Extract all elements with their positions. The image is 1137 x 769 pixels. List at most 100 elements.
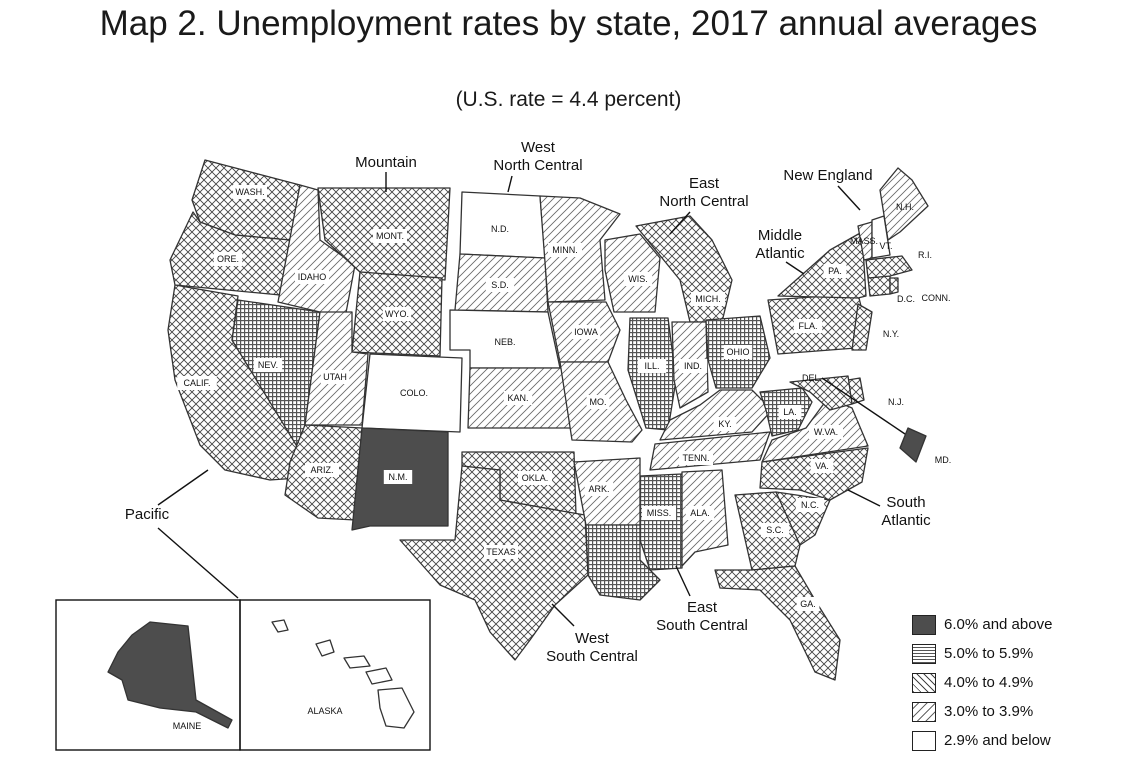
state-label: MASS. xyxy=(850,236,878,246)
state-label: OKLA. xyxy=(518,471,552,485)
svg-text:ILL.: ILL. xyxy=(644,361,659,371)
state-label: S.D. xyxy=(485,278,515,292)
svg-text:LA.: LA. xyxy=(783,407,797,417)
state-fla xyxy=(714,565,841,681)
state-label: N.D. xyxy=(485,222,515,236)
region-east-south-central-line2: South Central xyxy=(656,617,748,634)
region-east-north-central-line1: East xyxy=(689,175,720,192)
legend: 6.0% and above 5.0% to 5.9% 4.0% to 4.9%… xyxy=(912,610,1132,755)
state-ky xyxy=(659,389,773,441)
legend-item: 3.0% to 3.9% xyxy=(912,697,1132,726)
legend-item: 2.9% and below xyxy=(912,726,1132,755)
legend-label: 3.0% to 3.9% xyxy=(944,703,1034,720)
state-label: VA. xyxy=(810,459,834,473)
region-west-south-central-line1: West xyxy=(575,630,610,647)
svg-text:MISS.: MISS. xyxy=(647,508,672,518)
svg-text:PA.: PA. xyxy=(828,266,842,276)
region-west-north-central-line2: North Central xyxy=(493,157,582,174)
svg-text:FLA.: FLA. xyxy=(798,321,817,331)
legend-item: 6.0% and above xyxy=(912,610,1132,639)
state-label: ARK. xyxy=(584,482,614,496)
svg-text:OKLA.: OKLA. xyxy=(522,473,549,483)
state-label: MISS. xyxy=(642,506,676,520)
svg-text:N.D.: N.D. xyxy=(491,224,509,234)
svg-text:TENN.: TENN. xyxy=(683,453,710,463)
svg-text:ALASKA: ALASKA xyxy=(307,706,342,716)
legend-label: 6.0% and above xyxy=(944,616,1053,633)
state-label: W.VA. xyxy=(809,425,843,439)
state-label: MICH. xyxy=(691,292,725,306)
state-label: MONT. xyxy=(373,229,407,243)
state-label: N.Y. xyxy=(876,327,906,341)
svg-text:VA.: VA. xyxy=(815,461,829,471)
legend-swatch xyxy=(912,730,936,751)
state-label: MINN. xyxy=(548,243,582,257)
svg-text:VT.: VT. xyxy=(879,241,892,251)
map-subtitle: (U.S. rate = 4.4 percent) xyxy=(455,88,682,111)
state-md xyxy=(789,375,853,411)
svg-text:CALIF.: CALIF. xyxy=(183,378,210,388)
region-middle-atlantic-line2: Atlantic xyxy=(755,245,805,262)
legend-item: 4.0% to 4.9% xyxy=(912,668,1132,697)
svg-text:W.VA.: W.VA. xyxy=(814,427,838,437)
svg-text:WASH.: WASH. xyxy=(235,187,264,197)
state-ill xyxy=(627,317,677,431)
region-new-england: New England xyxy=(783,167,872,184)
state-miss xyxy=(639,473,683,571)
svg-text:MD.: MD. xyxy=(935,455,952,465)
state-label: KAN. xyxy=(503,391,533,405)
svg-text:IND.: IND. xyxy=(684,361,702,371)
legend-item: 5.0% to 5.9% xyxy=(912,639,1132,668)
region-pacific: Pacific xyxy=(125,506,170,523)
svg-text:MINN.: MINN. xyxy=(552,245,578,255)
svg-text:MONT.: MONT. xyxy=(376,231,404,241)
region-east-south-central-line1: East xyxy=(687,599,718,616)
map-title: Map 2. Unemployment rates by state, 2017… xyxy=(99,4,1038,43)
svg-text:MO.: MO. xyxy=(590,397,607,407)
region-west-north-central-line1: West xyxy=(521,139,556,156)
state-label: R.I. xyxy=(918,250,932,260)
state-label: N.M. xyxy=(383,470,413,484)
svg-text:MICH.: MICH. xyxy=(695,294,721,304)
svg-text:KY.: KY. xyxy=(718,419,731,429)
state-label: CONN. xyxy=(922,293,951,303)
region-west-south-central-line2: South Central xyxy=(546,648,638,665)
state-nj xyxy=(851,303,873,351)
svg-text:D.C.: D.C. xyxy=(897,294,915,304)
state-label: N.C. xyxy=(795,498,825,512)
state-label: WIS. xyxy=(623,272,653,286)
state-label: KY. xyxy=(713,417,737,431)
state-label: DEL. xyxy=(802,373,822,383)
state-hawaii xyxy=(271,619,415,729)
state-label: IOWA xyxy=(571,325,601,339)
svg-text:GA.: GA. xyxy=(800,599,816,609)
svg-text:COLO.: COLO. xyxy=(400,388,428,398)
region-south-atlantic-line1: South xyxy=(886,494,925,511)
state-label: NEV. xyxy=(253,358,283,372)
legend-swatch xyxy=(912,643,936,664)
state-ny xyxy=(777,231,867,299)
state-label: S.C. xyxy=(760,523,790,537)
state-label: UTAH xyxy=(320,370,350,384)
legend-label: 2.9% and below xyxy=(944,732,1051,749)
svg-text:N.H.: N.H. xyxy=(896,202,914,212)
state-label: ILL. xyxy=(637,359,667,373)
state-label: MAINE xyxy=(170,719,204,733)
state-label: ORE. xyxy=(213,252,243,266)
region-south-atlantic-line2: Atlantic xyxy=(881,512,931,529)
state-label: NEB. xyxy=(490,335,520,349)
svg-text:N.J.: N.J. xyxy=(888,397,904,407)
state-label: TEXAS xyxy=(484,545,518,559)
svg-text:UTAH: UTAH xyxy=(323,372,347,382)
svg-text:IOWA: IOWA xyxy=(574,327,598,337)
state-ri xyxy=(889,277,899,295)
state-label: D.C. xyxy=(897,294,915,304)
state-label: TENN. xyxy=(679,451,713,465)
svg-text:ARK.: ARK. xyxy=(588,484,609,494)
legend-swatch xyxy=(912,672,936,693)
state-conn xyxy=(867,275,891,297)
svg-text:WIS.: WIS. xyxy=(628,274,648,284)
state-label: GA. xyxy=(796,597,820,611)
state-label: PA. xyxy=(823,264,847,278)
